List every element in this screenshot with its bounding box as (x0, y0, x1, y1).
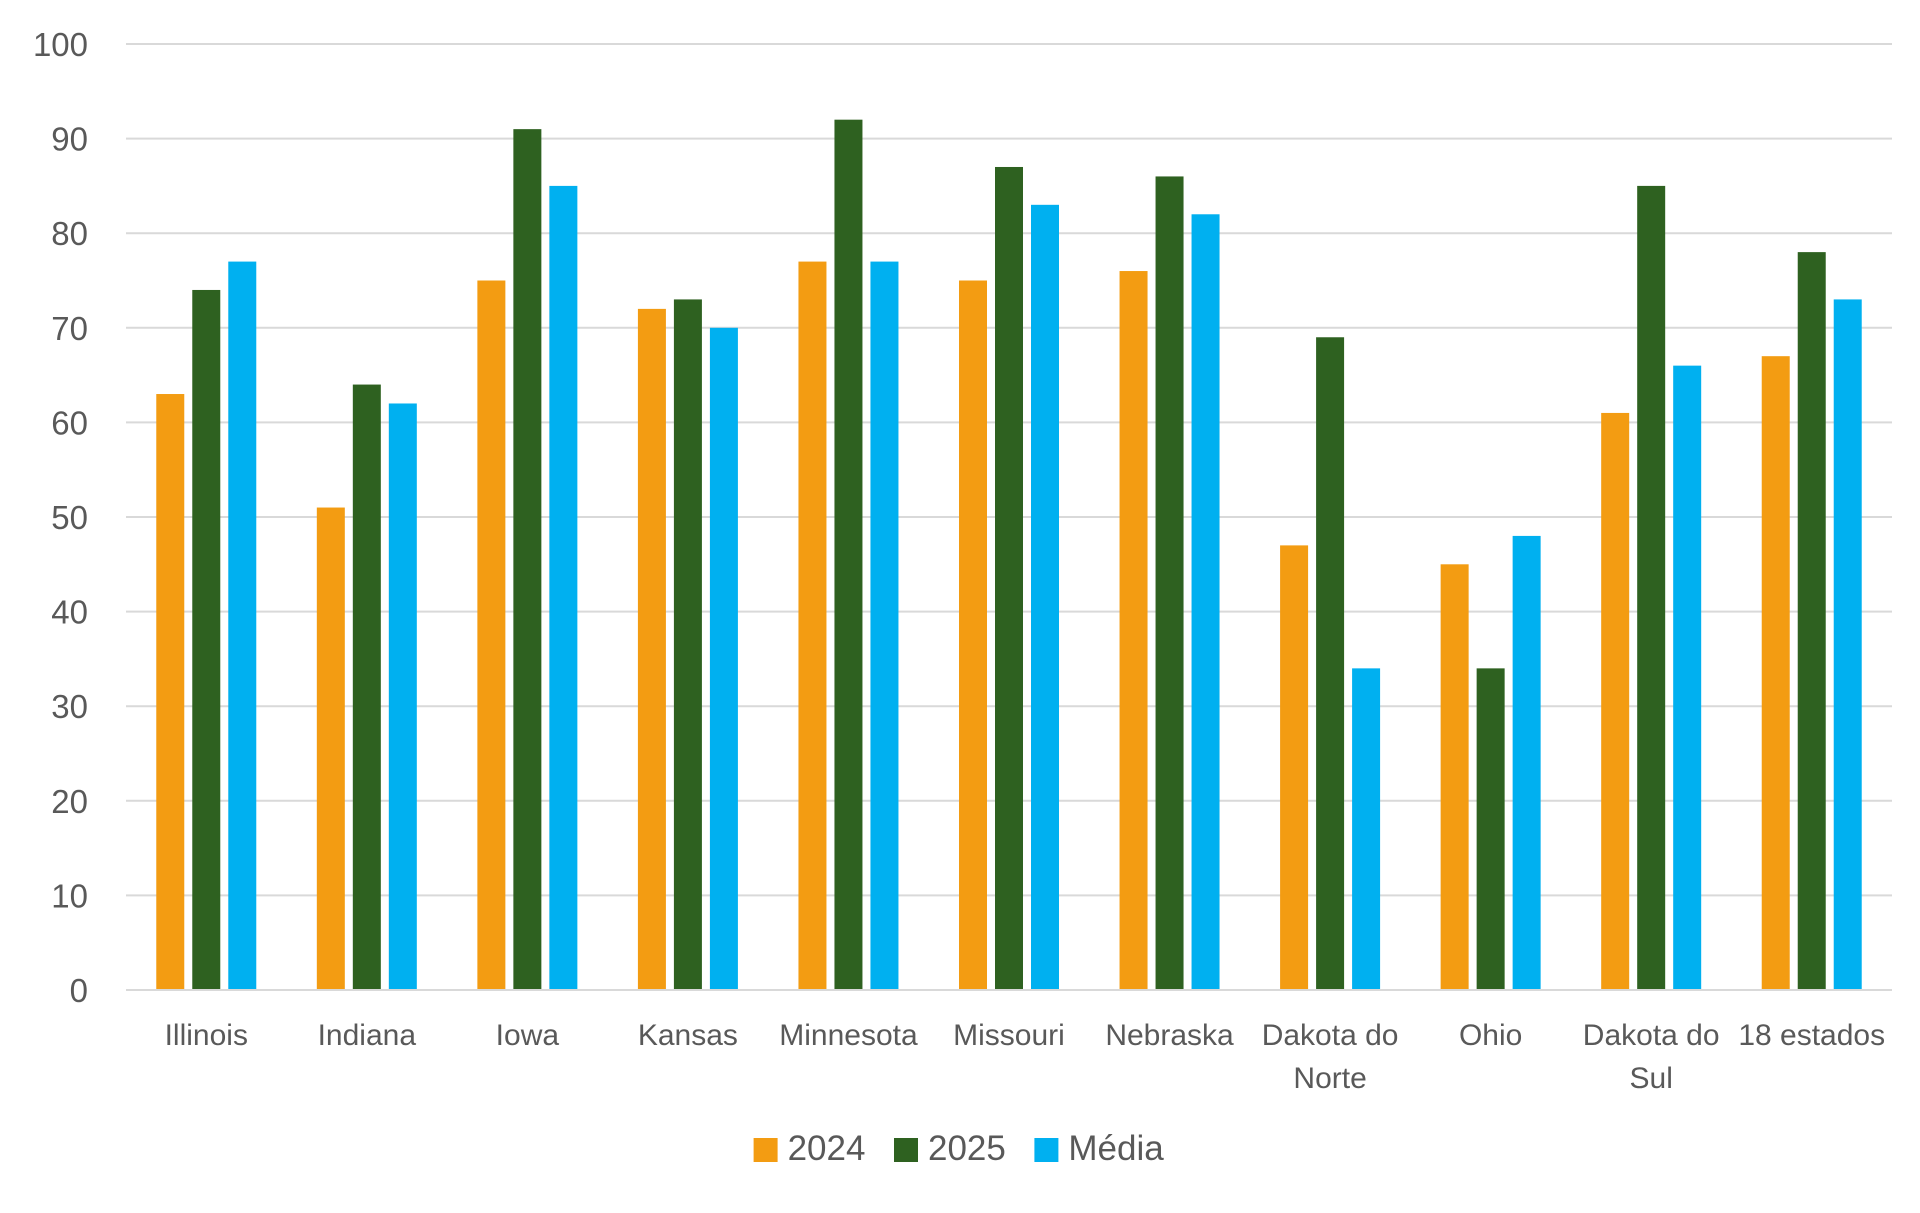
bar-2024 (156, 394, 185, 990)
x-axis: Illinois Indiana Iowa Kansas Minnesota Missou… (126, 989, 1892, 1095)
legend-item-m-dia: Média (1034, 1129, 1164, 1168)
bar-2025 (673, 299, 702, 990)
x-tick-label: Kansas (638, 1019, 738, 1052)
legend-label: Média (1068, 1129, 1164, 1168)
bar-m-dia (870, 261, 899, 991)
y-tick-label: 30 (51, 688, 88, 725)
bar-m-dia (388, 403, 417, 991)
bar-2024 (1119, 271, 1148, 990)
bar-m-dia (1833, 299, 1862, 990)
y-tick-label: 50 (51, 499, 88, 536)
legend-swatch (753, 1138, 778, 1162)
y-tick-label: 0 (70, 972, 88, 1009)
legend-label: 2024 (788, 1129, 866, 1168)
x-tick-label: Norte (1293, 1062, 1366, 1095)
x-tick-label: Nebraska (1105, 1019, 1234, 1052)
bar-2024 (477, 280, 506, 990)
y-tick-label: 100 (33, 26, 88, 63)
bar-2025 (352, 384, 381, 990)
bar-2025 (192, 289, 221, 991)
bar-m-dia (1512, 535, 1541, 990)
bar-m-dia (709, 327, 738, 990)
x-tick-label: Missouri (953, 1019, 1065, 1052)
y-tick-label: 80 (51, 215, 88, 252)
bar-2024 (1761, 356, 1790, 990)
legend: 2024 2025 Média (753, 1129, 1164, 1168)
bar-2025 (513, 129, 542, 990)
x-tick-label: Illinois (165, 1019, 248, 1052)
bar-m-dia (1673, 365, 1702, 990)
bar-2025 (1316, 337, 1345, 990)
bar-2025 (1797, 252, 1826, 990)
y-tick-label: 90 (51, 121, 88, 158)
legend-item-2024: 2024 (753, 1129, 866, 1168)
legend-item-2025: 2025 (894, 1129, 1006, 1168)
x-tick-label: Dakota do (1583, 1019, 1720, 1052)
bar-2025 (834, 119, 863, 991)
bar-2025 (1637, 185, 1666, 990)
x-tick-label: Sul (1630, 1062, 1673, 1095)
bar-m-dia (1031, 204, 1059, 990)
bar-2024 (1280, 545, 1309, 990)
y-tick-label: 70 (51, 310, 88, 347)
bar-2024 (637, 308, 666, 990)
bar-2024 (1440, 564, 1469, 990)
bar-2024 (798, 261, 827, 991)
x-tick-label: Ohio (1459, 1019, 1522, 1052)
x-tick-label: Iowa (496, 1019, 560, 1052)
legend-swatch (894, 1138, 918, 1162)
bar-m-dia (1352, 668, 1381, 990)
y-tick-label: 40 (51, 594, 88, 631)
y-tick-label: 60 (51, 404, 88, 441)
legend-swatch (1034, 1138, 1059, 1162)
y-axis: 0 10 20 30 40 50 60 70 80 90 100 (33, 26, 88, 1009)
x-tick-label: Dakota do (1262, 1019, 1399, 1052)
x-tick-label: Minnesota (779, 1019, 918, 1052)
bar-2024 (959, 280, 987, 990)
bar-m-dia (228, 261, 257, 991)
bar-2025 (1476, 668, 1505, 990)
bar-m-dia (549, 185, 578, 990)
bar-2025 (995, 166, 1023, 991)
x-tick-label: 18 estados (1738, 1019, 1885, 1052)
bar-2024 (316, 507, 345, 990)
y-tick-label: 10 (51, 877, 88, 914)
bar-2025 (1155, 176, 1184, 990)
bar-2024 (1601, 412, 1630, 990)
bar-m-dia (1191, 214, 1220, 990)
y-tick-label: 20 (51, 783, 88, 820)
legend-label: 2025 (928, 1129, 1006, 1168)
bars (156, 119, 1862, 991)
x-tick-label: Indiana (318, 1019, 417, 1052)
